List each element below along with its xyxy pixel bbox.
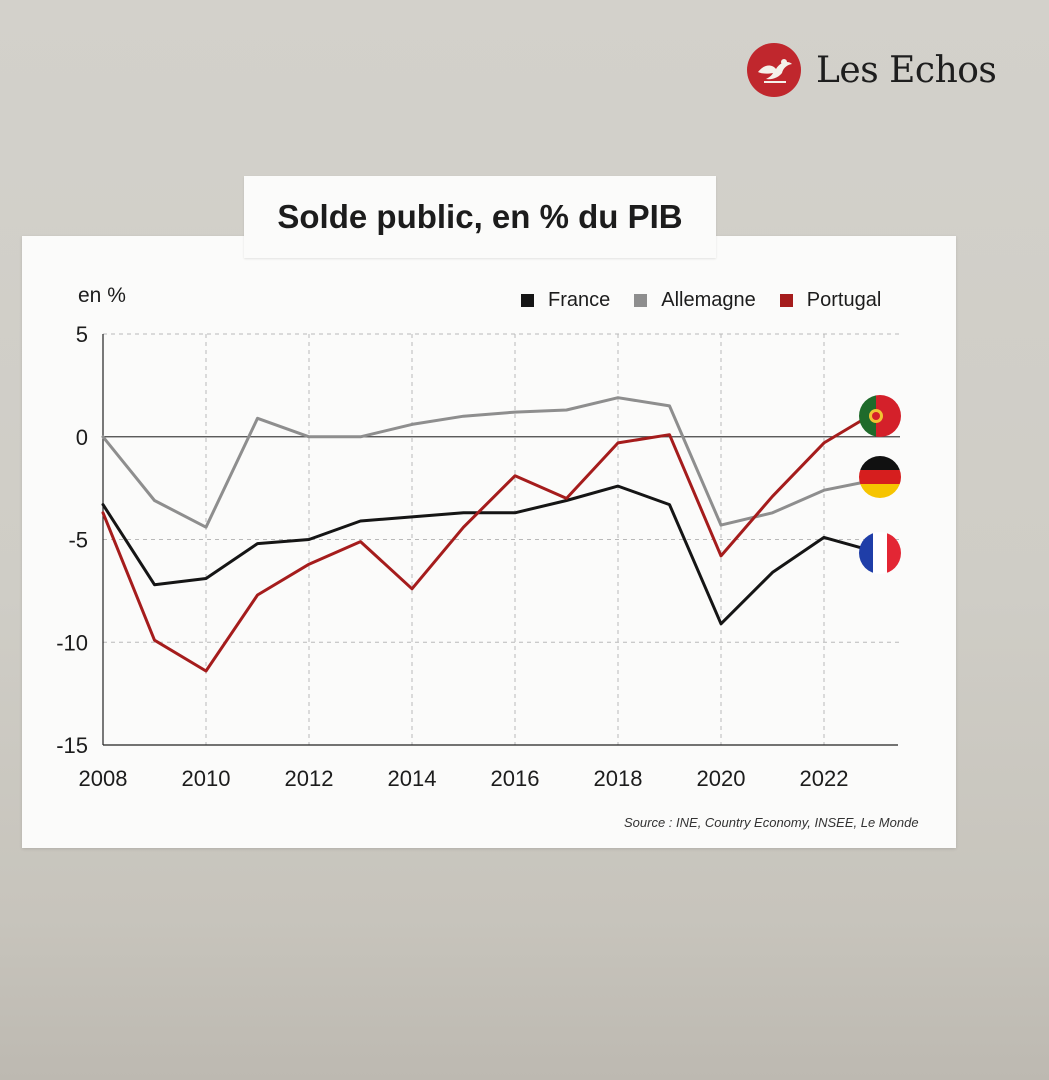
legend-label-allemagne: Allemagne — [661, 289, 756, 311]
x-tick-label: 2020 — [697, 766, 746, 791]
y-tick-label: 0 — [76, 425, 88, 450]
series-line-allemagne — [101, 396, 877, 529]
x-tick-label: 2022 — [800, 766, 849, 791]
chart-card — [22, 236, 956, 848]
x-tick-label: 2016 — [491, 766, 540, 791]
chart-title: Solde public, en % du PIB — [244, 176, 716, 258]
x-tick-label: 2012 — [285, 766, 334, 791]
y-tick-label: -5 — [68, 528, 88, 553]
brand-logo: Les Echos — [746, 42, 997, 98]
germany-flag-icon — [859, 456, 901, 498]
chart-source-note: Source : INE, Country Economy, INSEE, Le… — [624, 815, 919, 830]
legend-item-portugal: Portugal — [779, 289, 882, 312]
y-axis-unit-label: en % — [78, 284, 126, 307]
x-tick-label: 2008 — [79, 766, 128, 791]
x-tick-label: 2014 — [388, 766, 437, 791]
series-line-france — [101, 484, 877, 626]
series-line-portugal — [101, 410, 877, 673]
x-tick-label: 2018 — [594, 766, 643, 791]
legend-label-france: France — [548, 289, 611, 311]
legend-swatch-allemagne — [634, 294, 648, 307]
legend-item-allemagne: Allemagne — [634, 289, 756, 312]
chart-legend: France Allemagne Portugal — [521, 289, 881, 312]
brand-name: Les Echos — [816, 49, 997, 91]
legend-label-portugal: Portugal — [806, 289, 882, 311]
x-tick-label: 2010 — [182, 766, 231, 791]
legend-swatch-portugal — [779, 294, 793, 307]
les-echos-winged-figure-icon — [747, 43, 801, 97]
y-tick-label: 5 — [76, 322, 88, 347]
france-flag-icon — [859, 532, 901, 574]
legend-item-france: France — [521, 289, 610, 312]
y-tick-label: -15 — [56, 733, 88, 758]
legend-swatch-france — [521, 294, 534, 307]
portugal-flag-icon — [859, 395, 901, 437]
y-tick-label: -10 — [56, 630, 88, 655]
